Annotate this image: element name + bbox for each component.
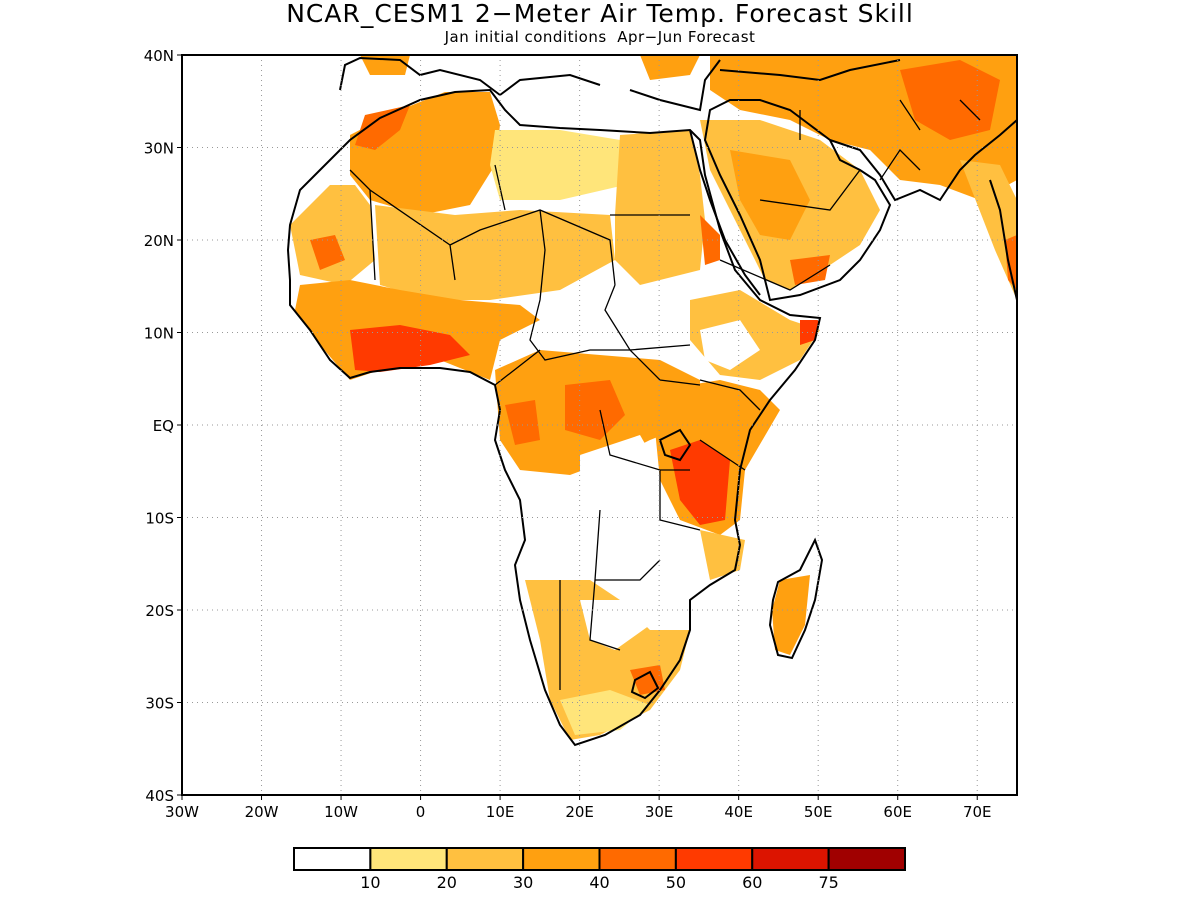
colorbar-label: 40 xyxy=(589,873,609,892)
region-egypt xyxy=(615,130,705,285)
colorbar-label: 10 xyxy=(360,873,380,892)
x-tick-label: 10W xyxy=(324,803,358,821)
x-tick-label: 30W xyxy=(165,803,199,821)
region-southern-white xyxy=(580,600,650,650)
y-tick-label: 10N xyxy=(144,325,174,343)
map-subtitle: Jan initial conditions Apr−Jun Forecast xyxy=(444,28,756,46)
red-sea-coastline xyxy=(689,129,761,296)
region-mediterranean-east xyxy=(640,55,700,80)
y-tick-label: 10S xyxy=(145,510,174,528)
y-tick-label: 30S xyxy=(145,695,174,713)
grid-lines xyxy=(182,55,1017,795)
x-tick-label: 40E xyxy=(724,803,753,821)
india-coastline xyxy=(989,179,1017,301)
region-nw-africa-light xyxy=(290,185,375,285)
y-tick-label: 20N xyxy=(144,232,174,250)
colorbar-segment xyxy=(522,847,601,871)
x-tick-label: 10E xyxy=(486,803,515,821)
skill-shading xyxy=(290,55,1017,740)
persian-gulf-coastline xyxy=(829,119,1017,202)
colorbar-segment xyxy=(827,847,906,871)
region-iran-hot xyxy=(900,60,1000,140)
colorbar-segment xyxy=(674,847,754,871)
coastlines xyxy=(286,56,1017,747)
lesotho-border xyxy=(630,670,660,700)
y-tick-label: 20S xyxy=(145,602,174,620)
colorbar-segment xyxy=(598,847,677,871)
colorbar-label: 20 xyxy=(437,873,457,892)
region-india-light xyxy=(960,160,1017,300)
region-red-sea-hot xyxy=(700,215,720,265)
madagascar-coastline xyxy=(768,537,824,660)
region-mozambique xyxy=(700,530,745,580)
colorbar-segment xyxy=(445,847,525,871)
region-sahara-light xyxy=(490,130,625,200)
region-ethiopia-white xyxy=(700,320,760,370)
region-india-hot xyxy=(1005,235,1017,290)
colorbar-segment xyxy=(293,847,372,871)
region-southern-light xyxy=(560,690,650,735)
country-borders xyxy=(349,99,981,690)
region-nw-hot2 xyxy=(310,235,345,270)
region-madagascar xyxy=(772,575,810,655)
y-tick-label: 30N xyxy=(144,140,174,158)
colorbar-label: 60 xyxy=(742,873,762,892)
y-tick-label: EQ xyxy=(153,417,174,435)
x-tick-label: 0 xyxy=(416,803,426,821)
map-title: NCAR_CESM1 2−Meter Air Temp. Forecast Sk… xyxy=(286,0,914,28)
lake-victoria xyxy=(658,428,692,462)
colorbar-label: 30 xyxy=(513,873,533,892)
x-tick-label: 20W xyxy=(245,803,279,821)
colorbar-segment xyxy=(751,847,830,871)
x-axis: 30W 20W 10W 0 10E 20E 30E 40E 50E 60E 70E xyxy=(165,795,992,821)
x-tick-label: 20E xyxy=(565,803,594,821)
region-nw-hot xyxy=(355,105,410,150)
colorbar-label: 50 xyxy=(666,873,686,892)
region-east-africa-hot xyxy=(670,440,730,525)
region-sahara-mid xyxy=(375,205,615,300)
x-tick-label: 60E xyxy=(883,803,912,821)
y-tick-label: 40S xyxy=(145,787,174,805)
border-lines xyxy=(349,99,981,690)
arabia-coastline xyxy=(703,99,892,302)
region-central-white xyxy=(580,435,660,510)
region-gulf-guinea-hot xyxy=(350,325,470,372)
region-yemen-hot xyxy=(790,255,830,285)
y-tick-label: 40N xyxy=(144,47,174,65)
x-tick-label: 50E xyxy=(804,803,833,821)
region-gabon-hot xyxy=(505,400,540,445)
colorbar: 10 20 30 40 50 60 75 xyxy=(293,847,906,892)
region-arabia-mid xyxy=(730,150,810,240)
x-tick-label: 70E xyxy=(963,803,992,821)
region-lesotho-hot xyxy=(630,665,665,695)
y-axis: 40N 30N 20N 10N EQ 10S 20S 30S 40S xyxy=(144,47,182,805)
x-tick-label: 30E xyxy=(645,803,674,821)
africa-coastline xyxy=(286,88,822,747)
mediterranean-coastline xyxy=(339,56,901,112)
colorbar-label: 75 xyxy=(818,873,838,892)
colorbar-segment xyxy=(369,847,448,871)
